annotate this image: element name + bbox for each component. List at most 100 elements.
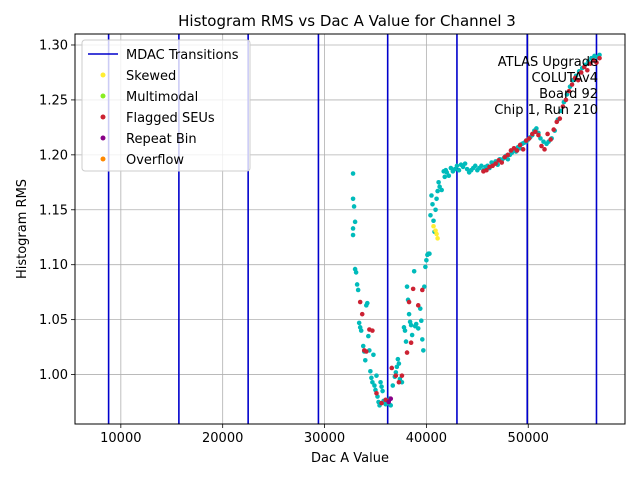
data-point [493,161,498,166]
data-point [406,299,412,305]
scatter-points [350,52,602,408]
legend: MDAC Transitions Skewed Multimodal Flagg… [81,39,251,172]
data-point [472,163,478,169]
data-point [415,326,421,331]
data-point [404,284,410,289]
data-point [452,166,458,172]
y-axis-label: Histogram RMS [15,179,30,279]
data-point [431,218,436,224]
x-tick-label: 20000 [202,431,243,446]
data-point [413,321,419,327]
legend-label-flagged: Flagged SEUs [126,111,215,126]
data-point [484,167,489,173]
data-point [588,61,593,66]
legend-marker-flagged [100,114,106,120]
data-point [368,368,373,374]
data-point [372,383,377,388]
data-point [460,164,466,170]
data-point [578,70,584,75]
data-point [389,365,395,371]
data-point [545,131,550,137]
data-point [411,268,417,274]
data-point [366,333,371,339]
data-point [435,236,440,241]
data-point [446,173,452,179]
legend-label-repeat: Repeat Bin [126,132,197,147]
legend-marker-skewed [100,72,106,78]
data-point [370,379,375,385]
axis-ticks: 10000 20000 30000 40000 50000 1.00 1.05 1.10 1.1… [39,38,549,446]
data-point [374,373,379,378]
plot-frame [74,33,626,425]
data-point [542,147,547,152]
data-point [563,97,569,103]
x-axis-label: Dac A Value [311,451,389,466]
data-point [581,64,587,70]
data-point [439,187,444,193]
data-point [354,282,360,287]
data-point [564,92,570,97]
y-tick-label: 1.30 [39,38,68,53]
data-point [357,299,363,305]
data-point [597,52,602,58]
data-point [448,165,454,171]
y-tick-label: 1.00 [39,368,68,383]
data-point [557,116,563,121]
data-point [378,379,383,385]
data-point [386,399,392,405]
x-tick-label: 30000 [304,431,345,446]
data-point [434,231,439,237]
data-point [417,306,423,311]
data-point [393,370,399,375]
data-point [418,318,424,324]
data-point [520,147,526,152]
data-point [444,170,450,175]
data-point [585,67,590,73]
data-point [359,311,365,317]
data-point [406,311,412,317]
data-point [374,390,379,396]
x-tick-label: 50000 [508,431,549,446]
data-point [560,104,566,109]
data-point [462,161,468,166]
annotation: ATLAS Upgrade COLUTAv4 Board 92 Chip 1, … [494,55,598,118]
data-point [431,223,436,229]
annotation-line-4: Chip 1, Run 210 [494,103,598,118]
data-point [436,180,441,185]
data-point [566,88,572,94]
data-point [548,137,553,142]
data-point [408,340,414,346]
data-point [388,396,394,402]
data-point [514,148,520,153]
legend-box [81,39,251,172]
data-point [421,348,426,353]
data-point [505,152,511,158]
data-point [454,163,460,169]
data-point [554,119,560,125]
data-point [399,373,405,378]
legend-label-overflow: Overflow [126,153,184,168]
legend-marker-multimodal [100,93,106,99]
data-point [456,167,462,173]
data-point [402,328,408,333]
data-point [539,143,544,149]
data-point [380,388,385,394]
data-point [442,174,448,180]
data-point [597,55,602,61]
data-point [410,286,416,292]
y-tick-label: 1.20 [39,148,68,163]
data-point [479,163,484,169]
legend-label-mdac: MDAC Transitions [126,48,239,63]
data-point [536,132,541,138]
data-point [370,328,375,333]
data-point [371,352,376,358]
data-point [362,357,368,363]
data-point [420,337,425,342]
data-point [350,226,356,231]
data-point [394,364,400,370]
data-point [396,379,402,385]
data-point [379,384,384,389]
data-point [350,171,356,176]
annotation-line-2: COLUTAv4 [532,71,598,86]
data-point [353,270,359,275]
